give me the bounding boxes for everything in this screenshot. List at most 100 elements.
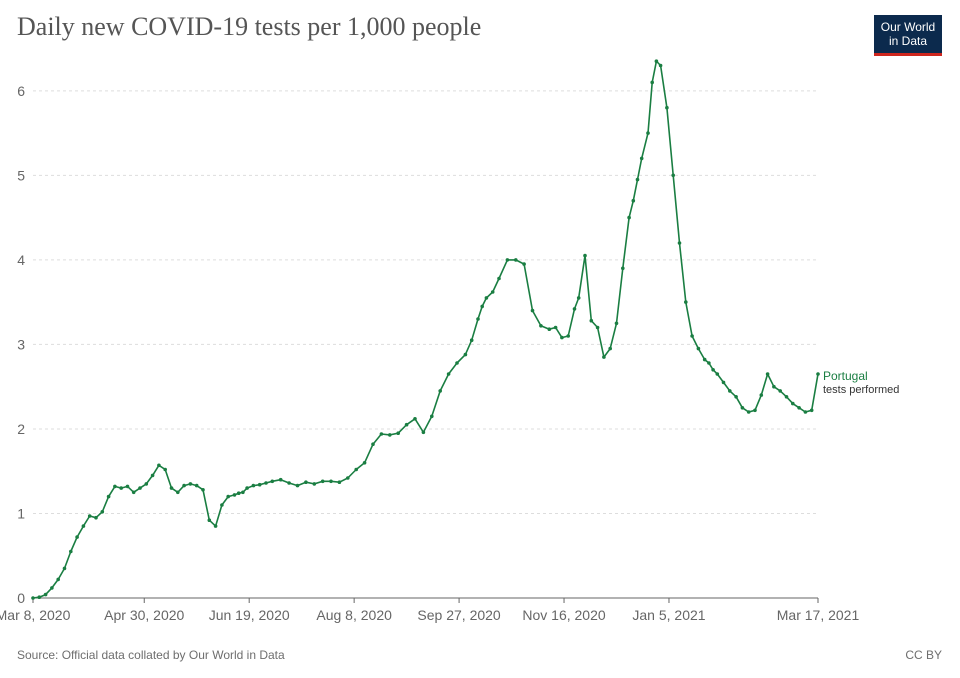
data-point <box>421 430 426 435</box>
data-point <box>627 215 631 220</box>
data-point <box>583 253 587 258</box>
data-point <box>232 493 237 497</box>
data-point <box>157 463 161 468</box>
data-point <box>476 317 480 321</box>
data-point <box>711 368 715 372</box>
data-point <box>576 296 581 300</box>
data-point <box>446 372 451 376</box>
data-point <box>566 334 570 338</box>
data-point <box>715 372 720 376</box>
data-point <box>371 442 375 447</box>
data-point <box>413 417 417 421</box>
data-point <box>220 503 224 507</box>
data-point <box>69 549 73 554</box>
data-point <box>707 361 711 365</box>
data-point <box>304 480 308 485</box>
data-point <box>320 479 325 484</box>
data-point <box>169 486 174 490</box>
data-point <box>608 346 612 351</box>
data-point <box>646 131 650 135</box>
data-point <box>241 490 245 495</box>
data-point <box>100 510 105 514</box>
data-point <box>772 384 776 389</box>
owid-logo[interactable]: Our World in Data <box>874 15 942 56</box>
data-point <box>614 321 619 326</box>
data-point <box>287 481 291 485</box>
data-point <box>346 476 350 480</box>
data-point <box>547 327 552 332</box>
series-line-portugal[interactable] <box>32 60 819 599</box>
data-point <box>150 473 155 478</box>
data-point <box>226 494 230 499</box>
series-points-portugal <box>31 59 820 600</box>
x-tick-label: Sep 27, 2020 <box>417 607 501 623</box>
chart-title: Daily new COVID-19 tests per 1,000 peopl… <box>17 12 482 41</box>
x-tick-label: Aug 8, 2020 <box>316 607 392 623</box>
data-point <box>213 524 218 528</box>
data-point <box>759 393 764 397</box>
data-point <box>87 514 92 518</box>
data-point <box>639 156 644 161</box>
data-point <box>182 483 186 488</box>
license-note[interactable]: CC BY <box>905 648 942 662</box>
y-tick-labels: 0 1 2 3 4 5 6 <box>17 83 25 606</box>
data-point <box>236 491 241 496</box>
data-point <box>119 486 123 490</box>
y-tick-label: 4 <box>17 252 25 268</box>
y-tick-label: 1 <box>17 505 25 521</box>
data-point <box>144 482 149 486</box>
data-point <box>480 304 485 309</box>
data-point <box>56 577 60 582</box>
data-point <box>379 432 384 436</box>
data-point <box>490 290 495 294</box>
data-point <box>37 595 42 599</box>
data-point <box>530 308 535 313</box>
data-point <box>784 395 789 399</box>
y-tick-label: 5 <box>17 167 25 183</box>
data-point <box>635 177 640 182</box>
data-point <box>671 173 675 178</box>
x-ticks <box>32 598 819 603</box>
data-point <box>734 395 738 399</box>
data-point <box>728 389 732 393</box>
data-point <box>62 566 67 571</box>
data-point <box>650 80 654 85</box>
series-label-portugal: Portugal <box>823 369 868 383</box>
data-point <box>207 518 212 522</box>
data-point <box>94 515 98 520</box>
data-point <box>791 401 795 406</box>
data-point <box>125 484 130 489</box>
data-point <box>553 325 558 330</box>
data-point <box>455 361 459 365</box>
data-point <box>696 346 701 351</box>
series-sublabel-portugal: tests performed <box>823 384 899 396</box>
data-point <box>740 406 745 410</box>
data-point <box>809 408 814 413</box>
logo-line-1: Our World <box>880 20 936 34</box>
data-point <box>245 486 249 490</box>
data-point <box>430 414 434 419</box>
data-point <box>595 325 600 330</box>
data-point <box>505 258 510 262</box>
data-point <box>589 318 594 323</box>
data-point <box>194 483 199 488</box>
x-tick-labels: Mar 8, 2020 Apr 30, 2020 Jun 19, 2020 Aug 8… <box>0 607 859 623</box>
data-point <box>631 198 636 203</box>
data-point <box>484 296 489 300</box>
data-point <box>654 59 659 63</box>
data-point <box>113 484 117 489</box>
data-point <box>312 482 317 486</box>
data-point <box>337 480 342 485</box>
data-point <box>560 335 564 340</box>
data-point <box>138 486 142 490</box>
data-point <box>81 524 86 528</box>
data-point <box>572 307 577 311</box>
data-point <box>354 467 359 472</box>
y-tick-label: 6 <box>17 83 25 99</box>
x-tick-label: Jan 5, 2021 <box>632 607 705 623</box>
data-point <box>188 482 193 486</box>
data-point <box>50 586 54 590</box>
data-point <box>778 389 782 393</box>
data-point <box>690 334 694 338</box>
